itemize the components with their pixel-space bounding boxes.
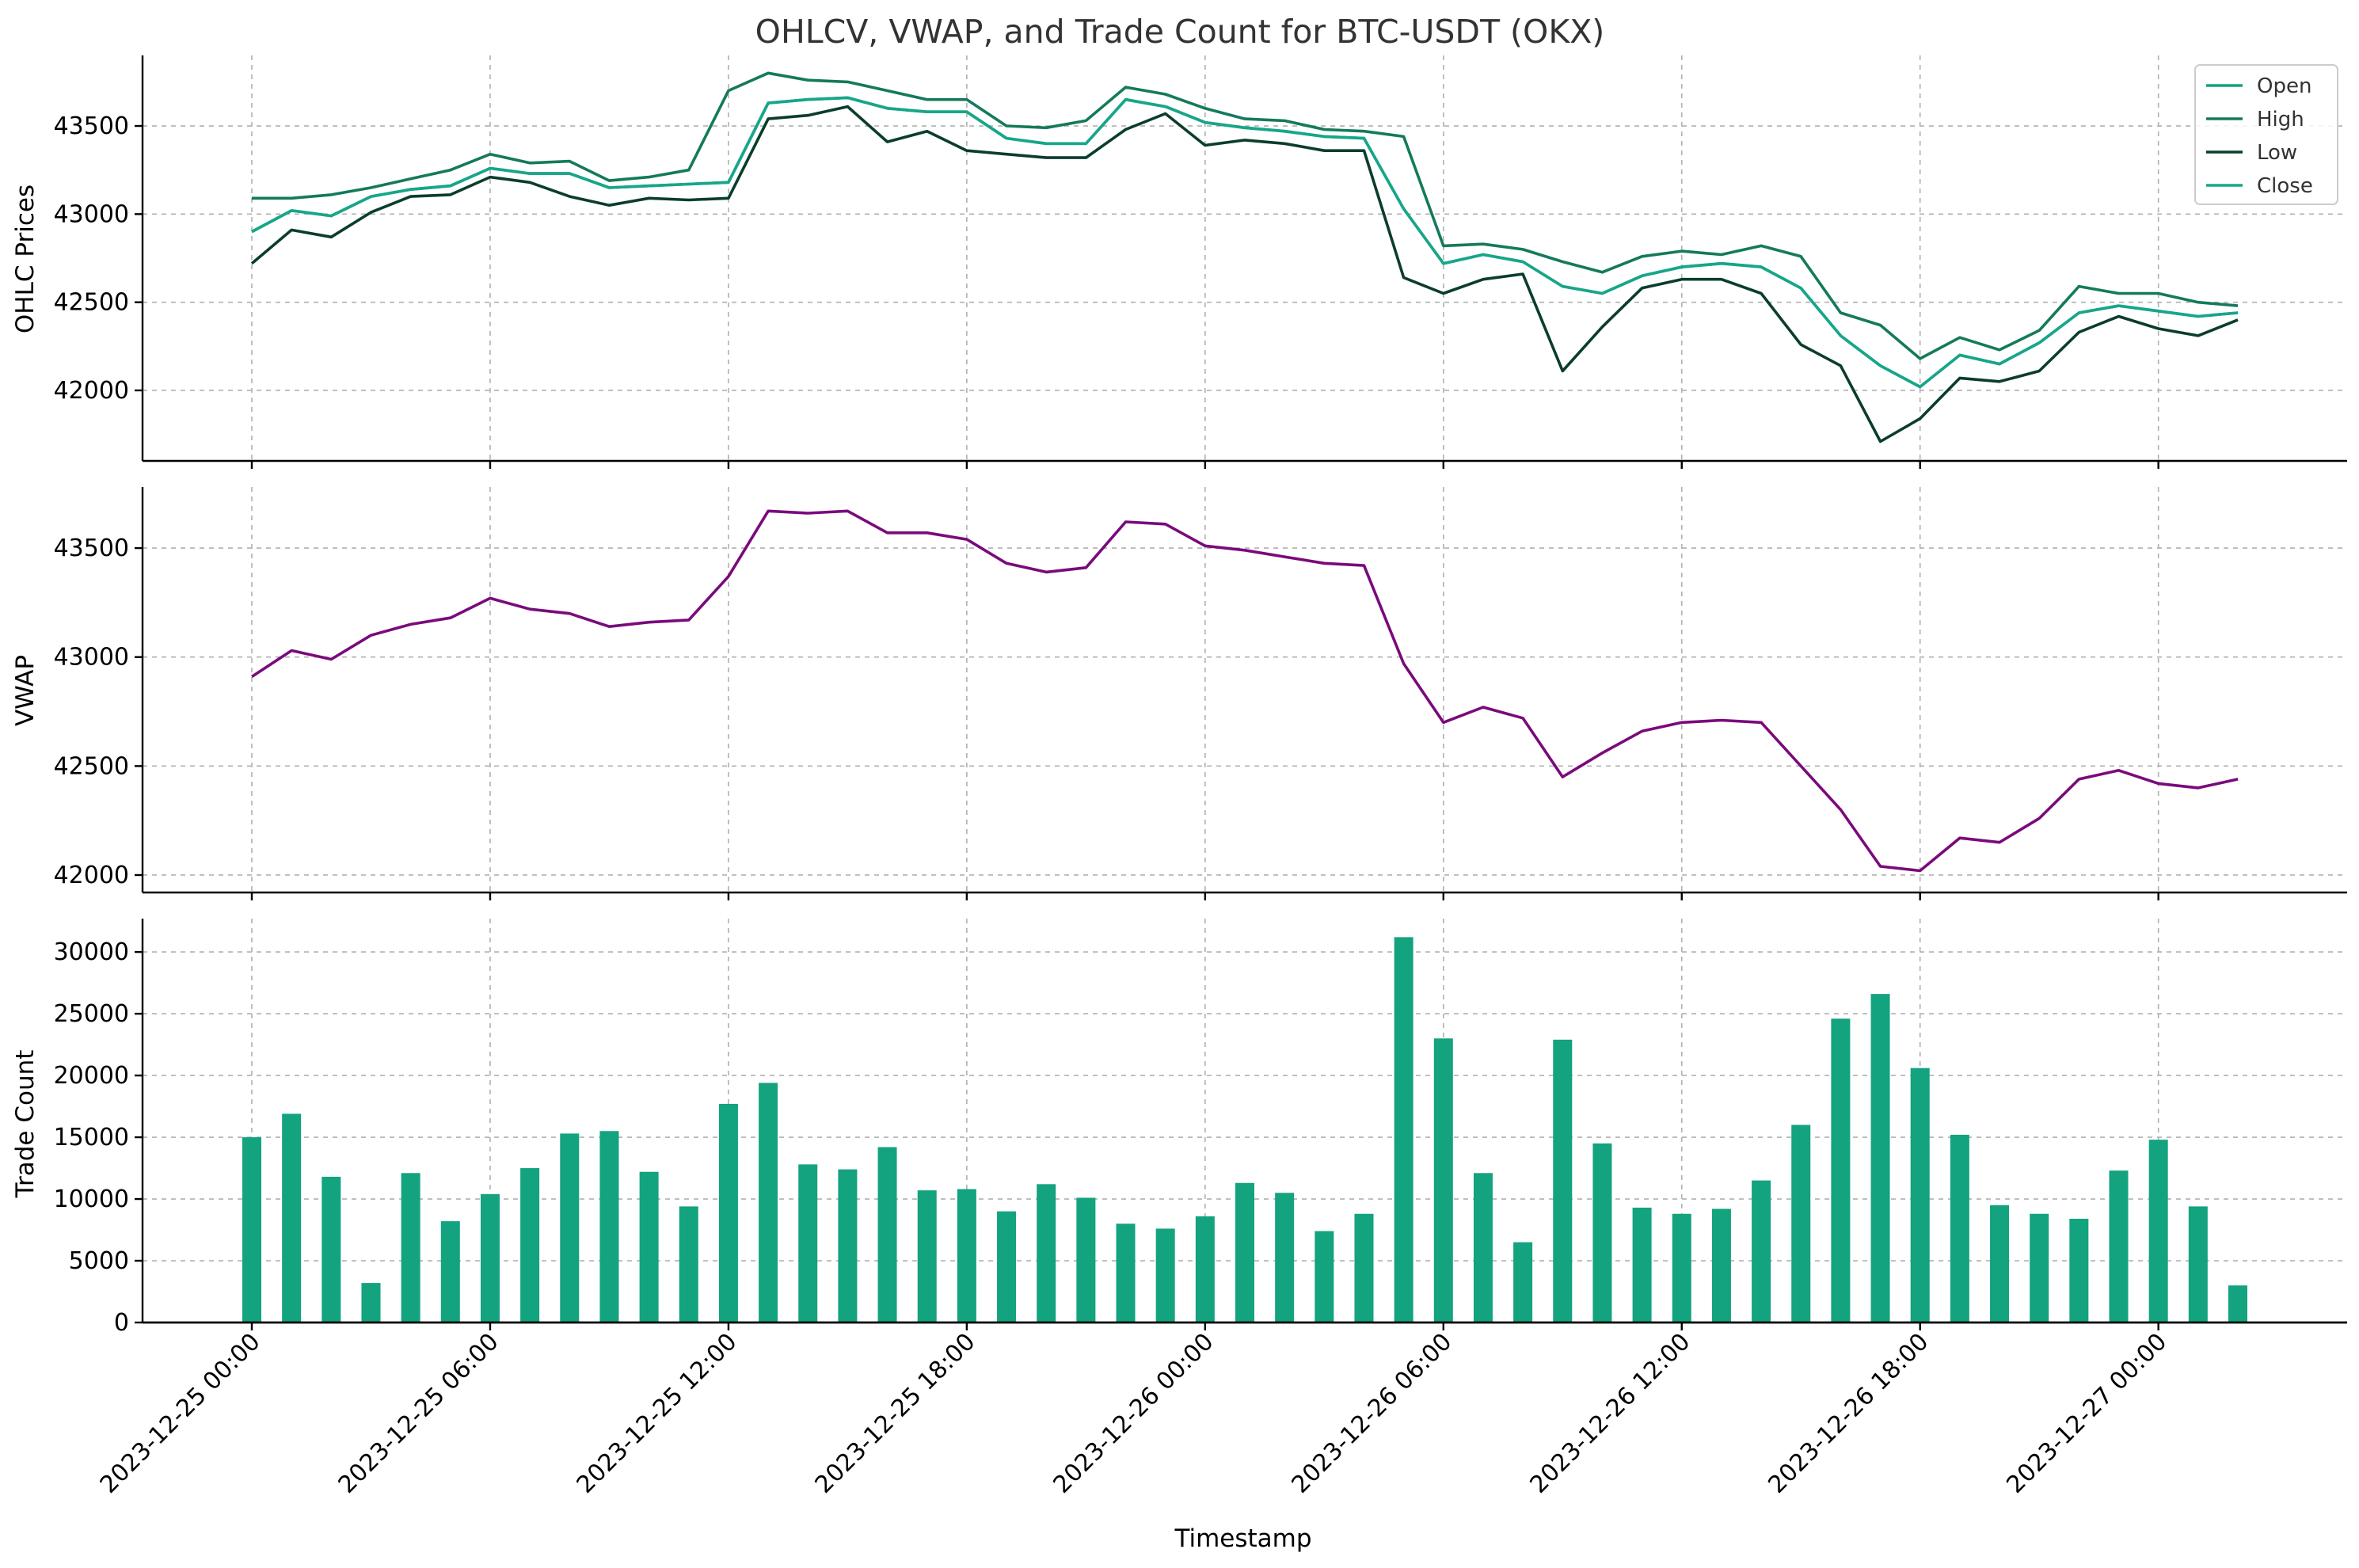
legend-label-high: High: [2257, 108, 2304, 131]
vwap-y-tick-label: 43000: [54, 644, 129, 672]
trade-count-y-tick-label: 30000: [54, 938, 129, 966]
close-series-line: [251, 96, 2239, 389]
trade-count-bar: [2228, 1285, 2247, 1323]
legend-label-low: Low: [2257, 141, 2297, 165]
vwap-series-line: [251, 509, 2239, 873]
trade-count-bar: [1870, 994, 1890, 1323]
vwap-y-tick-label: 42500: [54, 752, 129, 780]
trade-count-bar: [877, 1147, 897, 1323]
trade-count-bar: [759, 1083, 778, 1323]
legend-label-close: Close: [2257, 174, 2313, 198]
trade-count-bar: [2109, 1170, 2129, 1323]
ohlc-y-tick-label: 43500: [54, 112, 129, 140]
trade-count-bar: [1195, 1216, 1215, 1323]
trade-count-bar: [679, 1206, 698, 1323]
trade-count-bar: [2030, 1213, 2049, 1323]
trade-count-y-tick-label: 15000: [54, 1124, 129, 1151]
ohlc-grid: [143, 55, 2347, 461]
trade-count-bar: [917, 1190, 937, 1323]
trade-count-bar: [242, 1137, 261, 1323]
trade-count-bar: [1672, 1213, 1691, 1323]
trade-count-bar: [639, 1171, 659, 1323]
trade-count-y-tick-label: 10000: [54, 1186, 129, 1213]
trade-count-bar: [322, 1176, 341, 1323]
vwap-y-tick-label: 43500: [54, 535, 129, 562]
trade-count-bar: [1315, 1231, 1334, 1323]
trade-count-bar: [1394, 937, 1413, 1323]
trade-count-bar: [1910, 1068, 1930, 1323]
trade-count-bar: [1711, 1208, 1731, 1323]
trade-count-bar: [560, 1133, 580, 1323]
legend: Open High Low Close: [2194, 64, 2338, 205]
trade-count-bar: [1632, 1207, 1652, 1323]
trade-count-bar: [401, 1173, 420, 1323]
trade-count-bar: [718, 1103, 738, 1323]
trade-count-y-tick-label: 25000: [54, 1000, 129, 1028]
trade-count-axes: 0 5000 10000 15000 20000 25000 30000: [54, 919, 2347, 1337]
trade-count-y-tick-label: 20000: [54, 1062, 129, 1090]
trade-count-bar: [1235, 1182, 1254, 1323]
low-series-line: [250, 105, 2239, 443]
trade-count-bar: [480, 1193, 500, 1323]
trade-count-bar: [520, 1168, 540, 1323]
trade-count-bar: [1752, 1180, 1771, 1323]
ohlc-y-tick-label: 42000: [54, 377, 129, 405]
ohlc-y-axis-label: OHLC Prices: [11, 185, 40, 333]
trade-count-bar: [957, 1189, 976, 1323]
trade-count-bar: [282, 1113, 302, 1323]
trade-count-bar: [1791, 1125, 1811, 1323]
legend-box: [2194, 64, 2338, 205]
trade-count-y-tick-label: 0: [114, 1309, 129, 1337]
high-series-line: [252, 71, 2239, 360]
trade-count-bar: [2069, 1218, 2089, 1323]
trade-count-bar: [838, 1169, 858, 1323]
trade-count-bar: [1831, 1018, 1851, 1323]
trade-count-bar: [1592, 1143, 1612, 1323]
ohlc-series-group: [250, 71, 2239, 443]
trade-count-bar: [1553, 1039, 1573, 1323]
trade-count-bar: [1037, 1184, 1056, 1323]
trade-count-bar: [2188, 1206, 2208, 1323]
vwap-panel: 42000 42500 43000 43500 VWAP: [11, 487, 2347, 900]
trade-count-bar: [997, 1211, 1017, 1323]
trade-count-bars: [143, 937, 2347, 1324]
trade-count-bar: [1950, 1134, 1969, 1323]
trade-count-bar: [2148, 1140, 2168, 1323]
trade-count-bar: [1990, 1205, 2010, 1323]
trade-count-y-axis-label: Trade Count: [11, 1050, 40, 1199]
chart-title: OHLCV, VWAP, and Trade Count for BTC-USD…: [755, 13, 1605, 51]
vwap-grid: [143, 487, 2347, 892]
trade-count-bar: [1513, 1242, 1533, 1323]
vwap-y-tick-label: 42000: [54, 862, 129, 889]
ohlc-axes: 42000 42500 43000 43500: [54, 55, 2347, 469]
vwap-series-group: [251, 509, 2239, 873]
trade-count-bar: [1275, 1193, 1295, 1323]
trade-count-bar: [599, 1131, 619, 1323]
trade-count-bar: [1473, 1173, 1493, 1323]
vwap-axes: 42000 42500 43000 43500: [54, 487, 2347, 900]
trade-count-bar: [1433, 1038, 1453, 1323]
trade-count-bar: [798, 1164, 818, 1323]
trade-count-y-tick-label: 5000: [69, 1247, 129, 1275]
trade-count-bar: [1116, 1224, 1136, 1323]
trade-count-bar: [1155, 1228, 1175, 1323]
trade-count-bar: [1076, 1197, 1096, 1323]
ohlc-panel: 42000 42500 43000 43500 OHLC Prices Open Hig…: [11, 55, 2347, 469]
trade-count-bar: [440, 1221, 460, 1323]
ohlc-y-tick-label: 43000: [54, 200, 129, 228]
ohlc-y-tick-label: 42500: [54, 289, 129, 317]
vwap-y-axis-label: VWAP: [11, 655, 40, 726]
trade-count-bar: [361, 1283, 381, 1323]
trade-count-bar: [1354, 1213, 1374, 1323]
legend-label-open: Open: [2257, 74, 2311, 98]
x-axis-label: Timestamp: [1174, 1524, 1311, 1553]
